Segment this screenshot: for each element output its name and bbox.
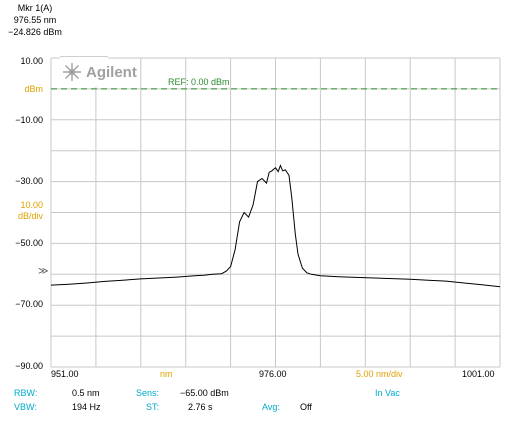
x-unit-label: nm xyxy=(160,369,173,379)
x-start-label: 951.00 xyxy=(51,369,79,379)
vbw-value: 194 Hz xyxy=(72,402,101,412)
x-center-label: 976.00 xyxy=(259,369,287,379)
vbw-label: VBW: xyxy=(14,402,37,412)
medium-label: In Vac xyxy=(375,388,400,398)
y-scale-unit: dB/div xyxy=(17,211,43,221)
marker-power: −24.826 dBm xyxy=(8,27,62,37)
marker-label: Mkr 1(A) xyxy=(17,3,53,13)
avg-label: Avg: xyxy=(262,402,280,412)
marker-wavelength: 976.55 nm xyxy=(13,15,57,25)
st-label: ST: xyxy=(146,402,160,412)
y-unit-label: dBm xyxy=(24,84,43,94)
x-stop-label: 1001.00 xyxy=(462,369,495,379)
plot-grid xyxy=(50,57,501,368)
sens-value: −65.00 dBm xyxy=(180,388,229,398)
rbw-label: RBW: xyxy=(14,388,38,398)
y-tick-minus10: −10.00 xyxy=(15,115,43,125)
marker-readout: Mkr 1(A) 976.55 nm −24.826 dBm xyxy=(0,2,70,38)
reference-marker-arrow-icon: ≫ xyxy=(38,266,49,277)
y-tick-minus90: −90.00 xyxy=(15,361,43,371)
y-tick-10: 10.00 xyxy=(20,56,43,66)
y-scale-value: 10.00 xyxy=(20,200,43,210)
agilent-starburst-icon xyxy=(63,63,81,81)
rbw-value: 0.5 nm xyxy=(72,388,100,398)
agilent-logo-text: Agilent xyxy=(86,64,137,81)
avg-value: Off xyxy=(300,402,312,412)
x-span-per-div-label: 5.00 nm/div xyxy=(356,369,403,379)
agilent-logo xyxy=(60,56,108,87)
y-tick-minus50: −50.00 xyxy=(15,238,43,248)
y-tick-minus30: −30.00 xyxy=(15,176,43,186)
spectrum-trace-line xyxy=(50,164,501,288)
reference-level-label: REF: 0.00 dBm xyxy=(168,77,230,87)
st-value: 2.76 s xyxy=(188,402,213,412)
sens-label: Sens: xyxy=(136,388,160,398)
y-tick-minus70: −70.00 xyxy=(15,299,43,309)
